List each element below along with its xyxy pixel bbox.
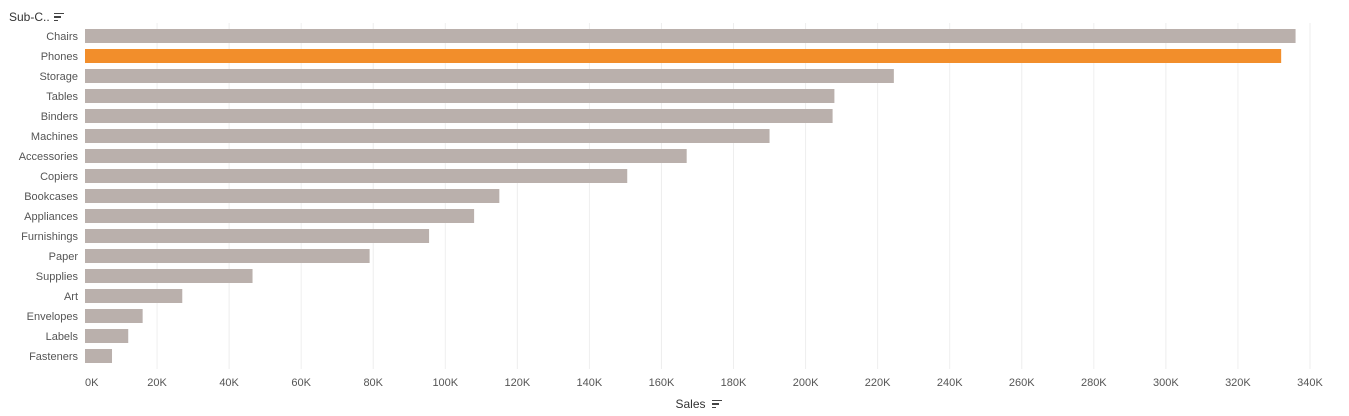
x-tick-label: 180K [721,377,747,389]
bar-copiers[interactable] [85,169,628,183]
bar-machines[interactable] [85,129,770,143]
bar-binders[interactable] [85,109,833,123]
bar-storage[interactable] [85,69,894,83]
category-label: Paper [49,251,79,263]
category-labels: Chairs Phones Storage Tables Binders Machines… [19,31,79,363]
y-axis-title: Sub-C.. [9,10,50,24]
x-tick-labels: 0K 20K 40K 60K 80K 100K 120K 140K 160K 180K 200K 22… [85,377,1323,389]
x-tick-label: 320K [1225,377,1251,389]
x-tick-label: 80K [363,377,383,389]
bar-furnishings[interactable] [85,229,430,243]
category-label: Machines [31,131,79,143]
category-label: Art [64,291,78,303]
x-tick-label: 40K [219,377,239,389]
category-label: Phones [41,51,79,63]
bar-accessories[interactable] [85,149,687,163]
bar-phones[interactable] [85,49,1282,63]
bar-envelopes[interactable] [85,309,143,323]
bar-tables[interactable] [85,89,835,103]
sort-descending-icon[interactable] [711,399,722,409]
x-axis-title: Sales [675,397,706,411]
bar-paper[interactable] [85,249,370,263]
bar-bookcases[interactable] [85,189,500,203]
category-label: Fasteners [29,351,78,363]
x-tick-label: 20K [147,377,167,389]
bar-supplies[interactable] [85,269,253,283]
x-tick-label: 0K [85,377,99,389]
x-axis-header[interactable]: Sales [0,397,1349,411]
category-label: Binders [41,111,79,123]
category-label: Supplies [36,271,79,283]
x-tick-label: 160K [649,377,675,389]
bar-labels[interactable] [85,329,129,343]
x-tick-label: 240K [937,377,963,389]
y-axis-header[interactable]: Sub-C.. [9,10,64,24]
x-tick-label: 100K [432,377,458,389]
category-label: Envelopes [27,311,79,323]
sort-descending-icon[interactable] [53,12,64,22]
category-label: Tables [46,91,78,103]
category-label: Appliances [24,211,78,223]
category-label: Storage [39,71,78,83]
x-tick-label: 300K [1153,377,1179,389]
category-label: Furnishings [21,231,78,243]
x-tick-label: 60K [291,377,311,389]
bar-fasteners[interactable] [85,349,113,363]
x-tick-label: 340K [1297,377,1323,389]
bars [85,29,1296,363]
category-label: Labels [46,331,79,343]
category-label: Copiers [40,171,78,183]
bar-chart: Chairs Phones Storage Tables Binders Machines… [19,23,1323,389]
bar-appliances[interactable] [85,209,475,223]
x-tick-label: 140K [577,377,603,389]
category-label: Chairs [46,31,78,43]
x-tick-label: 120K [504,377,530,389]
x-tick-label: 260K [1009,377,1035,389]
category-label: Bookcases [24,191,78,203]
category-label: Accessories [19,151,79,163]
bar-art[interactable] [85,289,183,303]
bar-chairs[interactable] [85,29,1296,43]
x-tick-label: 220K [865,377,891,389]
x-tick-label: 280K [1081,377,1107,389]
x-tick-label: 200K [793,377,819,389]
